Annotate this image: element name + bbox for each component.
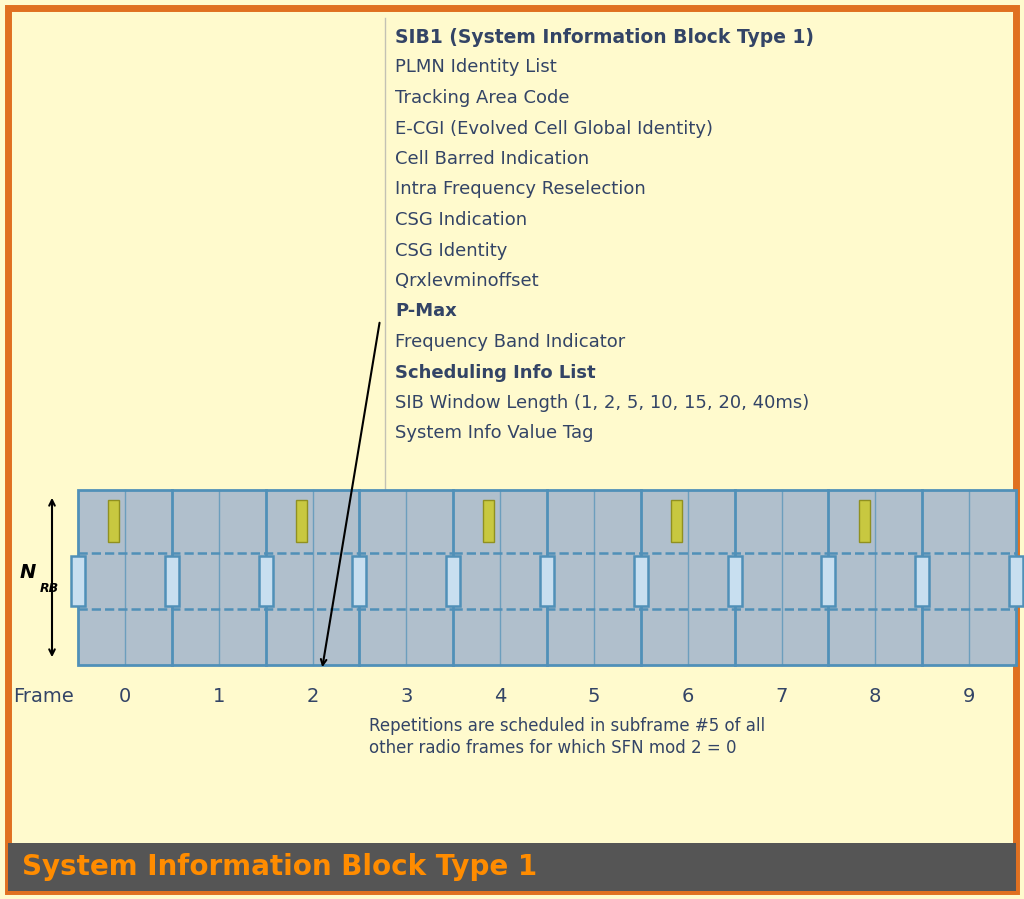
Text: Tracking Area Code: Tracking Area Code	[395, 89, 569, 107]
Bar	[671, 500, 682, 542]
Text: CSG Indication: CSG Indication	[395, 211, 527, 229]
Text: Frame: Frame	[13, 687, 74, 706]
Text: CSG Identity: CSG Identity	[395, 242, 507, 260]
Bar	[8, 843, 1016, 891]
Text: 5: 5	[588, 687, 600, 706]
Bar	[483, 500, 495, 542]
Bar	[858, 500, 869, 542]
Text: 3: 3	[400, 687, 413, 706]
Text: other radio frames for which SFN mod 2 = 0: other radio frames for which SFN mod 2 =…	[369, 739, 736, 757]
Text: Frequency Band Indicator: Frequency Band Indicator	[395, 333, 626, 351]
Text: System Info Value Tag: System Info Value Tag	[395, 424, 594, 442]
Text: 8: 8	[869, 687, 882, 706]
Text: 6: 6	[682, 687, 694, 706]
Bar	[165, 556, 179, 606]
Text: Repetitions are scheduled in subframe #5 of all: Repetitions are scheduled in subframe #5…	[369, 717, 765, 735]
Text: SIB Window Length (1, 2, 5, 10, 15, 20, 40ms): SIB Window Length (1, 2, 5, 10, 15, 20, …	[395, 394, 809, 412]
Bar	[728, 556, 742, 606]
Bar	[821, 556, 835, 606]
Text: 7: 7	[775, 687, 787, 706]
Bar	[259, 556, 273, 606]
Text: Intra Frequency Reselection: Intra Frequency Reselection	[395, 181, 646, 199]
Text: N: N	[19, 564, 36, 583]
Bar	[352, 556, 366, 606]
Text: PLMN Identity List: PLMN Identity List	[395, 58, 557, 76]
Bar	[1009, 556, 1023, 606]
Text: 9: 9	[963, 687, 975, 706]
Bar	[915, 556, 929, 606]
Text: P-Max: P-Max	[395, 302, 457, 321]
Text: Scheduling Info List: Scheduling Info List	[395, 363, 596, 381]
Bar	[634, 556, 648, 606]
Bar	[296, 500, 307, 542]
Bar	[71, 556, 85, 606]
Bar	[109, 500, 119, 542]
Bar	[540, 556, 554, 606]
Text: System Information Block Type 1: System Information Block Type 1	[22, 853, 538, 881]
Text: 4: 4	[494, 687, 506, 706]
Text: Cell Barred Indication: Cell Barred Indication	[395, 150, 589, 168]
Text: E-CGI (Evolved Cell Global Identity): E-CGI (Evolved Cell Global Identity)	[395, 120, 713, 138]
Text: 1: 1	[213, 687, 225, 706]
Text: Qrxlevminoffset: Qrxlevminoffset	[395, 272, 539, 290]
Text: 0: 0	[119, 687, 131, 706]
Bar	[446, 556, 460, 606]
Text: RB: RB	[40, 583, 59, 595]
Text: 2: 2	[306, 687, 318, 706]
Text: SIB1 (System Information Block Type 1): SIB1 (System Information Block Type 1)	[395, 28, 814, 47]
Bar	[78, 490, 1016, 665]
